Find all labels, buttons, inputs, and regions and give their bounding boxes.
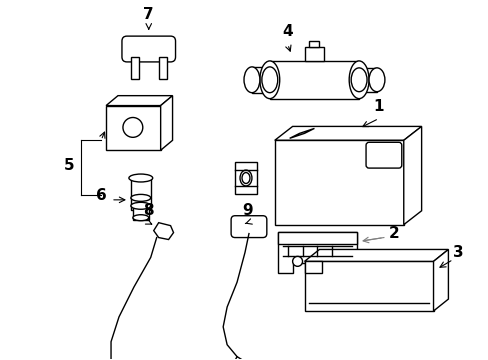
Ellipse shape [131,202,150,209]
Bar [158,57,166,79]
Circle shape [122,117,142,137]
Polygon shape [289,129,314,138]
Polygon shape [403,126,421,225]
Polygon shape [277,231,356,243]
Ellipse shape [262,67,277,93]
Polygon shape [274,140,403,225]
Bar [131,198,150,210]
Bar [235,162,256,194]
Polygon shape [106,105,161,150]
Ellipse shape [259,61,279,99]
Text: 4: 4 [282,24,292,39]
Bar [358,68,376,92]
Ellipse shape [350,68,366,92]
Bar [131,57,139,79]
Polygon shape [161,96,172,150]
Ellipse shape [131,194,150,201]
Ellipse shape [242,172,249,184]
Polygon shape [433,249,447,311]
Ellipse shape [244,67,259,93]
FancyBboxPatch shape [122,36,175,62]
Circle shape [292,256,302,266]
Ellipse shape [348,61,368,99]
FancyBboxPatch shape [231,216,266,238]
Text: 2: 2 [387,226,398,240]
Bar [269,61,358,99]
Polygon shape [153,223,173,239]
Ellipse shape [368,68,384,92]
Polygon shape [230,357,244,360]
Ellipse shape [133,215,148,221]
Bar [131,178,150,198]
Text: 1: 1 [373,99,384,113]
Bar [304,47,324,61]
Text: 9: 9 [242,203,253,218]
Bar [251,67,269,93]
Text: 3: 3 [452,246,463,260]
Polygon shape [304,261,433,311]
FancyBboxPatch shape [366,142,401,168]
Polygon shape [304,261,322,273]
Text: 7: 7 [143,7,154,22]
Bar [133,206,148,220]
Polygon shape [277,231,356,273]
Polygon shape [304,249,447,261]
Text: 8: 8 [143,203,154,218]
Text: 5: 5 [64,158,75,173]
Ellipse shape [240,170,251,186]
Polygon shape [274,126,421,140]
Bar [309,41,319,47]
Text: 6: 6 [96,188,106,203]
Ellipse shape [129,174,152,182]
Polygon shape [106,96,172,105]
